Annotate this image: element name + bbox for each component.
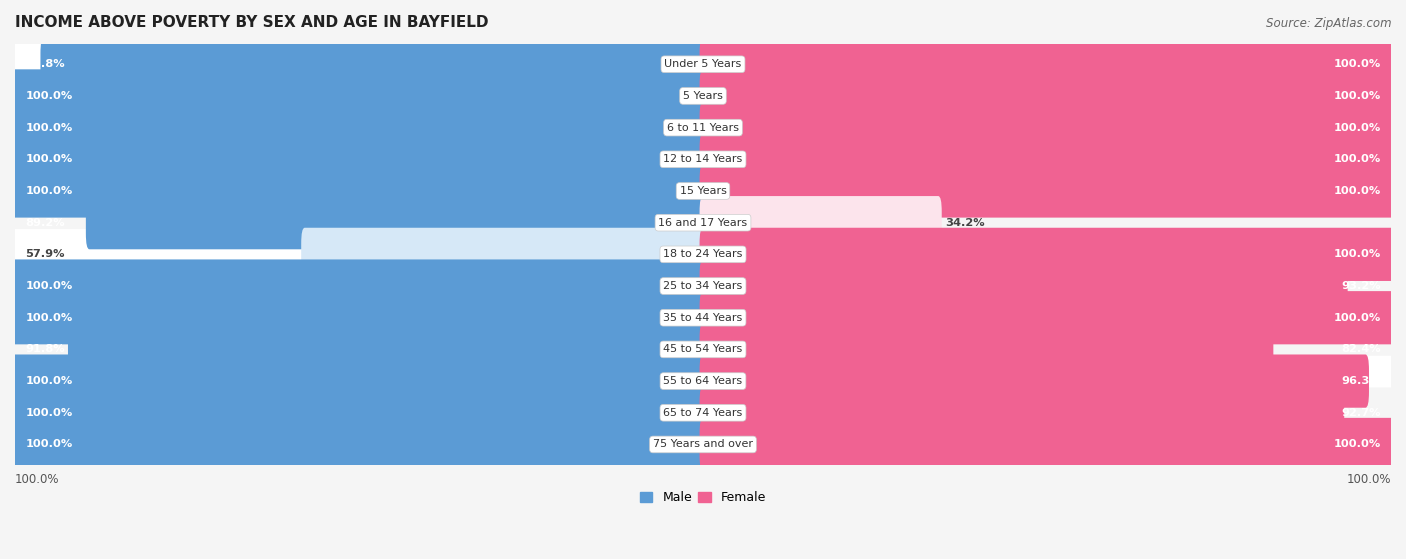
Legend: Male, Female: Male, Female: [636, 486, 770, 509]
Text: 91.8%: 91.8%: [25, 344, 65, 354]
Text: 100.0%: 100.0%: [1333, 249, 1381, 259]
Text: 55 to 64 Years: 55 to 64 Years: [664, 376, 742, 386]
Text: 100.0%: 100.0%: [1333, 154, 1381, 164]
Text: Under 5 Years: Under 5 Years: [665, 59, 741, 69]
FancyBboxPatch shape: [13, 70, 1393, 121]
FancyBboxPatch shape: [86, 196, 706, 249]
Text: 45 to 54 Years: 45 to 54 Years: [664, 344, 742, 354]
Text: 100.0%: 100.0%: [25, 122, 73, 132]
FancyBboxPatch shape: [13, 39, 1393, 89]
Text: 100.0%: 100.0%: [25, 186, 73, 196]
Text: Source: ZipAtlas.com: Source: ZipAtlas.com: [1267, 17, 1392, 30]
Text: 34.2%: 34.2%: [945, 217, 984, 228]
FancyBboxPatch shape: [700, 323, 1274, 376]
FancyBboxPatch shape: [700, 291, 1395, 344]
FancyBboxPatch shape: [13, 324, 1393, 375]
FancyBboxPatch shape: [301, 228, 706, 281]
Text: 100.0%: 100.0%: [25, 312, 73, 323]
FancyBboxPatch shape: [700, 132, 1395, 186]
Text: 100.0%: 100.0%: [25, 281, 73, 291]
Text: 100.0%: 100.0%: [25, 439, 73, 449]
Text: 100.0%: 100.0%: [1333, 122, 1381, 132]
Text: 100.0%: 100.0%: [25, 376, 73, 386]
FancyBboxPatch shape: [700, 101, 1395, 154]
Text: 89.2%: 89.2%: [25, 217, 65, 228]
FancyBboxPatch shape: [13, 356, 1393, 406]
Text: 18 to 24 Years: 18 to 24 Years: [664, 249, 742, 259]
FancyBboxPatch shape: [13, 419, 1393, 470]
FancyBboxPatch shape: [11, 354, 706, 408]
Text: 25 to 34 Years: 25 to 34 Years: [664, 281, 742, 291]
FancyBboxPatch shape: [700, 196, 942, 249]
FancyBboxPatch shape: [11, 418, 706, 471]
Text: 75 Years and over: 75 Years and over: [652, 439, 754, 449]
FancyBboxPatch shape: [700, 418, 1395, 471]
Text: 100.0%: 100.0%: [1347, 473, 1391, 486]
FancyBboxPatch shape: [11, 164, 706, 217]
FancyBboxPatch shape: [13, 229, 1393, 280]
Text: 57.9%: 57.9%: [25, 249, 65, 259]
Text: 100.0%: 100.0%: [15, 473, 59, 486]
FancyBboxPatch shape: [700, 164, 1395, 217]
Text: 12 to 14 Years: 12 to 14 Years: [664, 154, 742, 164]
Text: 15 Years: 15 Years: [679, 186, 727, 196]
FancyBboxPatch shape: [67, 323, 706, 376]
FancyBboxPatch shape: [11, 386, 706, 439]
Text: 100.0%: 100.0%: [25, 91, 73, 101]
Text: 100.0%: 100.0%: [1333, 91, 1381, 101]
FancyBboxPatch shape: [13, 134, 1393, 184]
FancyBboxPatch shape: [11, 69, 706, 122]
FancyBboxPatch shape: [11, 291, 706, 344]
FancyBboxPatch shape: [13, 387, 1393, 438]
Text: INCOME ABOVE POVERTY BY SEX AND AGE IN BAYFIELD: INCOME ABOVE POVERTY BY SEX AND AGE IN B…: [15, 15, 488, 30]
Text: 96.3%: 96.3%: [1341, 376, 1381, 386]
Text: 100.0%: 100.0%: [1333, 312, 1381, 323]
FancyBboxPatch shape: [13, 165, 1393, 216]
FancyBboxPatch shape: [41, 37, 706, 91]
Text: 82.4%: 82.4%: [1341, 344, 1381, 354]
FancyBboxPatch shape: [13, 292, 1393, 343]
FancyBboxPatch shape: [700, 259, 1348, 312]
FancyBboxPatch shape: [700, 354, 1369, 408]
FancyBboxPatch shape: [13, 197, 1393, 248]
Text: 95.8%: 95.8%: [25, 59, 65, 69]
FancyBboxPatch shape: [700, 69, 1395, 122]
FancyBboxPatch shape: [700, 228, 1395, 281]
FancyBboxPatch shape: [11, 101, 706, 154]
Text: 100.0%: 100.0%: [25, 408, 73, 418]
Text: 100.0%: 100.0%: [25, 154, 73, 164]
FancyBboxPatch shape: [13, 260, 1393, 311]
Text: 6 to 11 Years: 6 to 11 Years: [666, 122, 740, 132]
FancyBboxPatch shape: [700, 37, 1395, 91]
Text: 92.7%: 92.7%: [1341, 408, 1381, 418]
Text: 65 to 74 Years: 65 to 74 Years: [664, 408, 742, 418]
Text: 93.2%: 93.2%: [1341, 281, 1381, 291]
FancyBboxPatch shape: [13, 102, 1393, 153]
Text: 16 and 17 Years: 16 and 17 Years: [658, 217, 748, 228]
Text: 100.0%: 100.0%: [1333, 186, 1381, 196]
FancyBboxPatch shape: [11, 259, 706, 312]
FancyBboxPatch shape: [11, 132, 706, 186]
Text: 35 to 44 Years: 35 to 44 Years: [664, 312, 742, 323]
FancyBboxPatch shape: [700, 386, 1344, 439]
Text: 100.0%: 100.0%: [1333, 59, 1381, 69]
Text: 100.0%: 100.0%: [1333, 439, 1381, 449]
Text: 5 Years: 5 Years: [683, 91, 723, 101]
